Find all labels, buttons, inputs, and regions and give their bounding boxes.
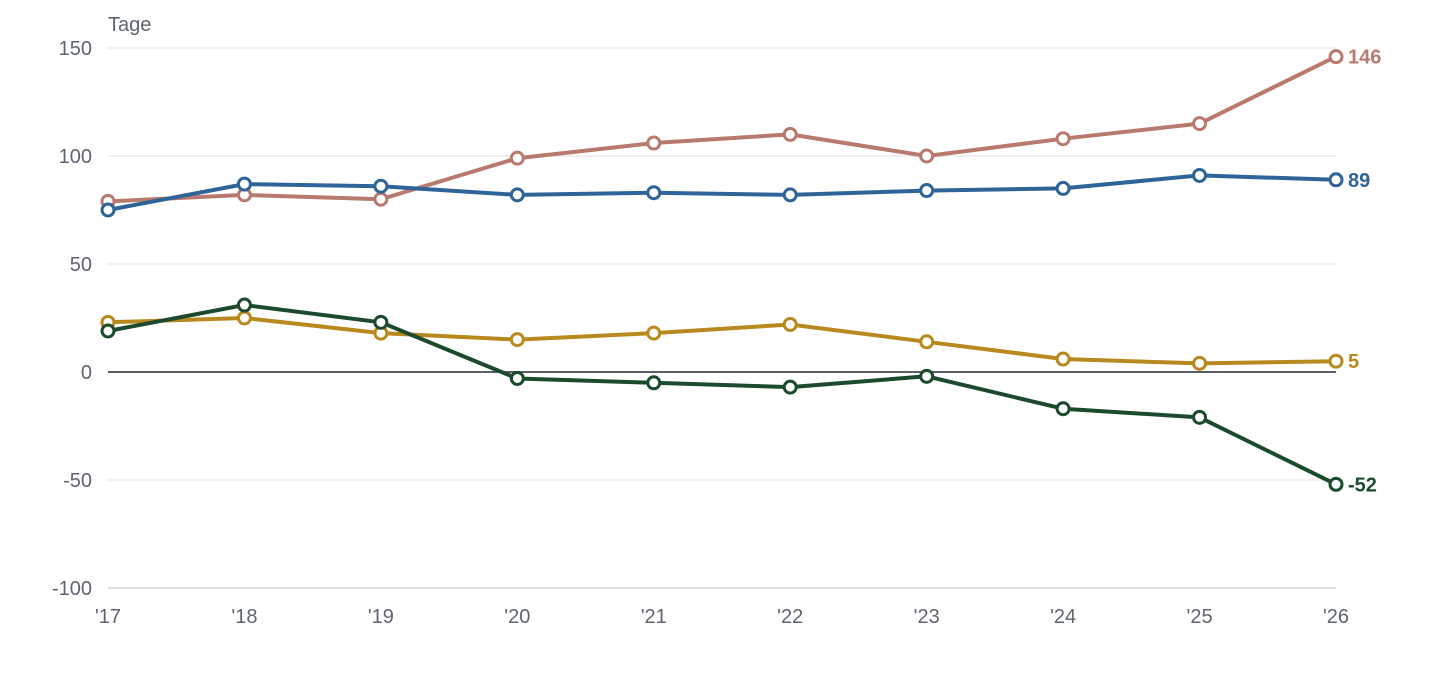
data-point [1192,409,1208,425]
data-point [1328,172,1344,188]
x-tick-label: '21 [641,606,667,628]
x-axis-ticks: '17 '18 '19 '20 '21 '22 '23 '24 '25 '26 [95,606,1349,628]
y-tick-label: 50 [70,254,92,276]
data-point [1328,49,1344,65]
data-point [919,148,935,164]
data-point [1055,180,1071,196]
x-tick-label: '22 [777,606,803,628]
x-tick-label: '24 [1050,606,1076,628]
series-end-label: -52 [1348,474,1377,496]
data-point [373,191,389,207]
series-2 [100,167,1344,218]
data-point [509,332,525,348]
series-end-label: 89 [1348,170,1370,192]
data-point [646,375,662,391]
data-point [509,187,525,203]
data-point [782,316,798,332]
data-point [646,325,662,341]
data-point [236,310,252,326]
y-axis-ticks: 150 100 50 0 -50 -100 [52,38,92,600]
series-end-label: 5 [1348,351,1359,373]
data-point [509,150,525,166]
data-point [1055,401,1071,417]
end-labels: 146 89 5 -52 [1348,47,1381,497]
series-line [106,303,1338,487]
x-tick-label: '25 [1187,606,1213,628]
series-4 [100,297,1344,492]
data-point [919,183,935,199]
grid-lines [108,47,1336,589]
data-point [1192,167,1208,183]
x-tick-label: '23 [914,606,940,628]
data-point [1192,116,1208,132]
data-point [646,135,662,151]
x-tick-label: '17 [95,606,121,628]
data-point [373,178,389,194]
data-point [100,202,116,218]
data-point [236,176,252,192]
y-tick-label: 150 [59,38,92,60]
data-point [919,368,935,384]
x-tick-label: '26 [1323,606,1349,628]
data-point [100,323,116,339]
data-point [1192,355,1208,371]
series-end-label: 146 [1348,47,1381,69]
data-point [1328,353,1344,369]
y-axis-unit-label: Tage [108,14,151,36]
y-tick-label: -50 [63,470,92,492]
x-tick-label: '18 [231,606,257,628]
series-line [106,316,1338,366]
series-layer [100,49,1344,492]
series-3 [100,310,1344,371]
series-line [106,54,1338,204]
data-point [782,187,798,203]
y-tick-label: 0 [81,362,92,384]
data-point [236,297,252,313]
y-tick-label: -100 [52,578,92,600]
x-tick-label: '19 [368,606,394,628]
data-point [919,334,935,350]
data-point [782,126,798,142]
y-tick-label: 100 [59,146,92,168]
data-point [646,185,662,201]
data-point [509,370,525,386]
data-point [1055,131,1071,147]
series-line [106,173,1338,212]
data-point [1055,351,1071,367]
x-tick-label: '20 [504,606,530,628]
data-point [782,379,798,395]
data-point [373,314,389,330]
data-point [1328,476,1344,492]
